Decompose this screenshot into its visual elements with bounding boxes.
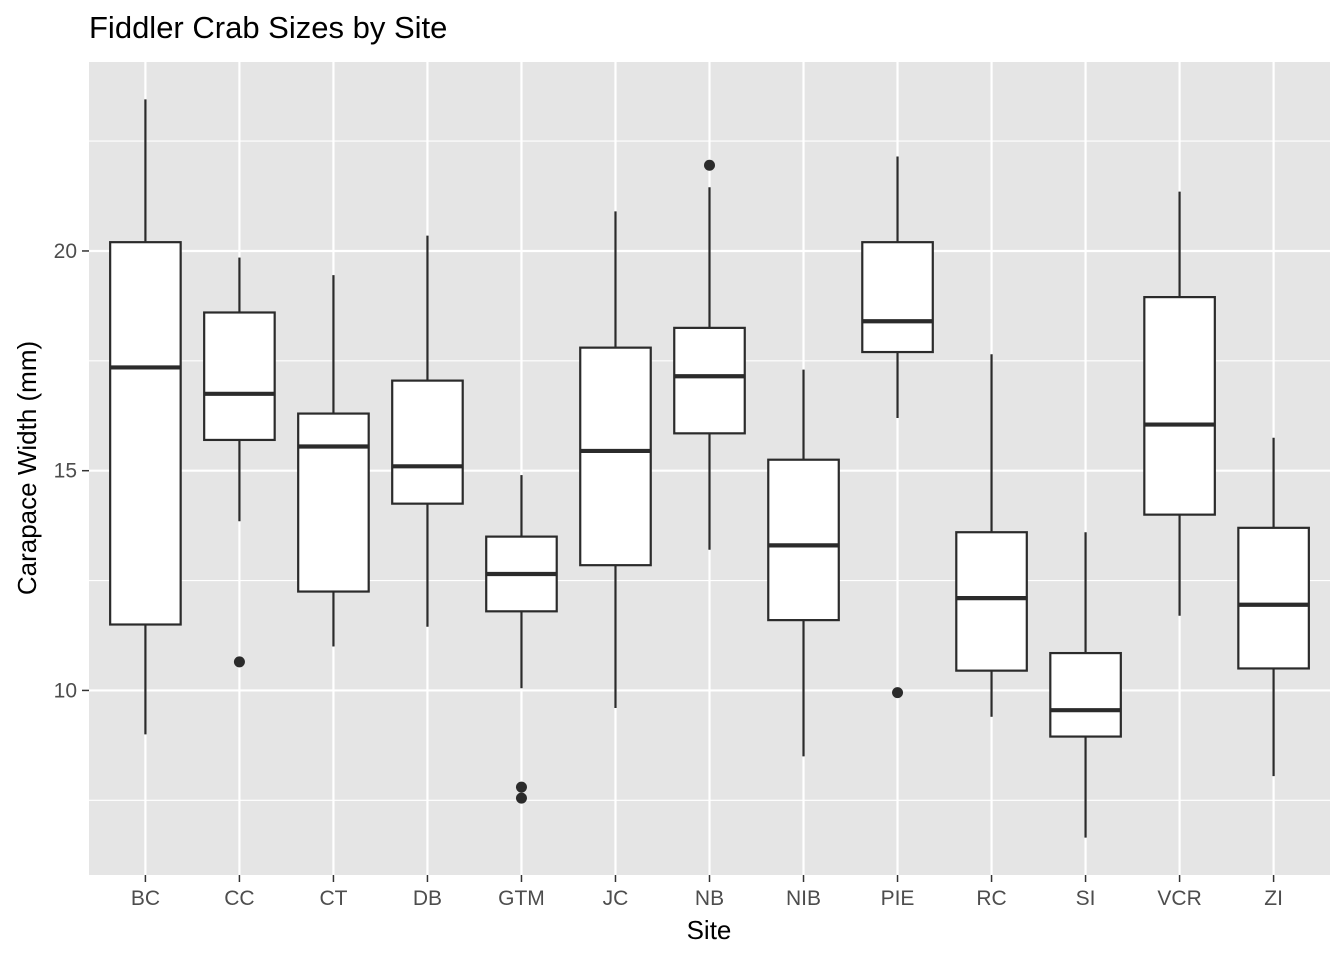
iqr-box — [955, 531, 1028, 672]
x-tick-label: NIB — [786, 887, 821, 910]
iqr-box — [1143, 296, 1216, 516]
iqr-box — [391, 379, 464, 505]
x-tick-label: NB — [695, 887, 724, 910]
box-nb — [673, 159, 746, 550]
box-cc — [203, 257, 276, 668]
iqr-box — [1049, 651, 1122, 738]
boxes — [109, 99, 1310, 838]
x-axis: BC CC CT DB GTM JC NB NIB PIE RC SI VCR ZI — [131, 875, 1283, 910]
outlier-point — [515, 781, 527, 793]
iqr-box — [579, 346, 652, 567]
chart-title: Fiddler Crab Sizes by Site — [89, 10, 447, 45]
x-tick-label: CC — [224, 887, 254, 910]
outlier-point — [233, 656, 245, 668]
box-zi — [1237, 437, 1310, 777]
iqr-box — [1237, 526, 1310, 670]
x-axis-title: Site — [687, 915, 732, 945]
iqr-box — [673, 326, 746, 435]
x-tick-label: DB — [413, 887, 442, 910]
box-gtm — [485, 475, 558, 804]
iqr-box — [203, 311, 276, 442]
box-jc — [579, 211, 652, 709]
x-tick-label: SI — [1076, 887, 1096, 910]
x-tick-label: ZI — [1264, 887, 1283, 910]
y-tick-label: 10 — [54, 679, 77, 702]
y-axis-title: Carapace Width (mm) — [12, 341, 42, 595]
iqr-box — [861, 241, 934, 354]
box-vcr — [1143, 191, 1216, 616]
y-tick-label: 15 — [54, 460, 77, 483]
iqr-box — [109, 241, 182, 626]
box-si — [1049, 532, 1122, 838]
x-tick-label: JC — [603, 887, 629, 910]
outlier-point — [704, 159, 715, 171]
x-tick-label: PIE — [881, 887, 915, 910]
x-tick-label: BC — [131, 887, 160, 910]
box-rc — [955, 354, 1028, 717]
box-pie — [861, 156, 934, 699]
box-db — [391, 235, 464, 627]
y-tick-label: 20 — [54, 240, 77, 263]
box-nib — [767, 369, 840, 757]
iqr-box — [297, 412, 370, 593]
box-ct — [297, 275, 370, 647]
outlier-point — [892, 687, 904, 699]
outlier-point — [515, 792, 527, 804]
x-tick-label: CT — [319, 887, 347, 910]
x-tick-label: GTM — [498, 887, 545, 910]
iqr-box — [767, 458, 840, 622]
x-tick-label: VCR — [1157, 887, 1201, 910]
box-bc — [109, 99, 182, 735]
x-tick-label: RC — [976, 887, 1006, 910]
y-axis: 10 15 20 — [54, 240, 89, 702]
